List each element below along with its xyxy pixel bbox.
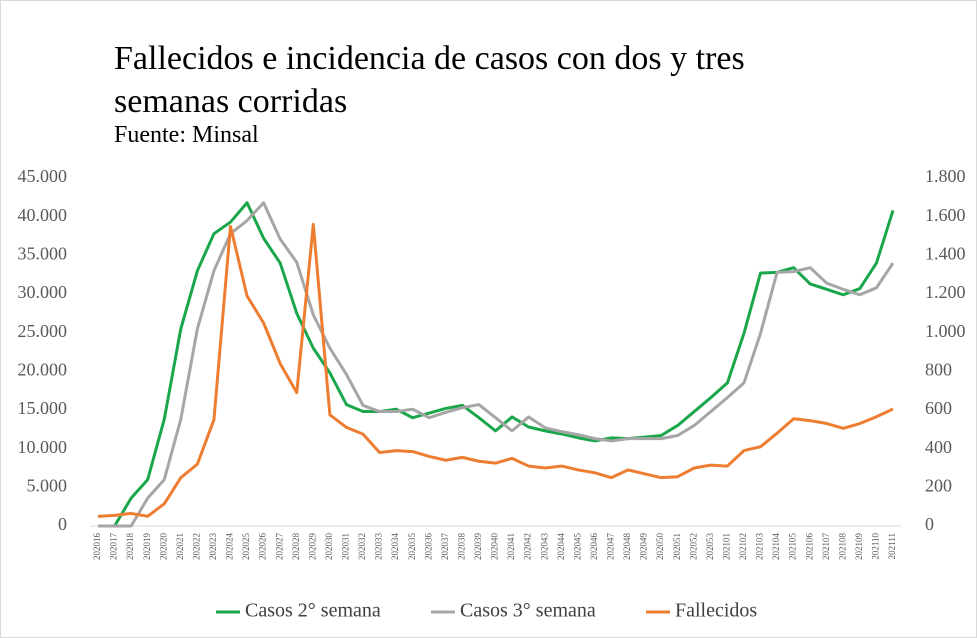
y-tick-label: 30.000	[18, 282, 68, 302]
x-tick-label: 202036	[423, 533, 433, 561]
x-tick-label: 202053	[705, 533, 715, 561]
x-tick-label: 202049	[639, 533, 649, 561]
series-line	[97, 222, 894, 518]
x-tick-label: 202023	[208, 533, 218, 561]
x-tick-label: 202019	[142, 533, 152, 561]
x-tick-label: 202101	[721, 533, 731, 560]
x-tick-label: 202028	[291, 533, 301, 561]
x-tick-label: 202109	[854, 533, 864, 561]
x-tick-label: 202022	[191, 533, 201, 560]
y-tick-label: 20.000	[18, 359, 68, 379]
y2-tick-label: 200	[925, 475, 952, 495]
x-tick-label: 202106	[804, 533, 814, 561]
y2-tick-label: 1.400	[925, 243, 966, 263]
y2-tick-label: 800	[925, 359, 952, 379]
x-tick-label: 202052	[688, 533, 698, 560]
x-tick-label: 202035	[407, 533, 417, 561]
y-tick-label: 35.000	[18, 243, 68, 263]
y2-tick-label: 1.200	[925, 282, 966, 302]
x-tick-label: 202017	[109, 533, 119, 561]
x-tick-label: 202018	[125, 533, 135, 561]
y2-tick-label: 1.800	[925, 166, 966, 186]
y-tick-label: 15.000	[18, 398, 68, 418]
x-tick-label: 202043	[539, 533, 549, 561]
x-tick-label: 202032	[357, 533, 367, 560]
x-tick-label: 202104	[771, 533, 781, 561]
x-tick-label: 202110	[871, 533, 881, 560]
x-tick-label: 202038	[456, 533, 466, 561]
x-tick-label: 202044	[556, 533, 566, 561]
x-tick-label: 202108	[837, 533, 847, 561]
y-tick-label: 5.000	[27, 475, 68, 495]
x-tick-label: 202030	[324, 533, 334, 561]
y-tick-label: 10.000	[18, 437, 68, 457]
x-tick-label: 202048	[622, 533, 632, 561]
y-tick-label: 0	[58, 514, 67, 534]
series-line	[113, 201, 895, 527]
x-tick-label: 202047	[606, 533, 616, 561]
x-tick-label: 202039	[473, 533, 483, 561]
legend-label: Casos 3° semana	[460, 600, 596, 622]
x-tick-label: 202029	[307, 533, 317, 561]
y-tick-label: 45.000	[18, 166, 68, 186]
x-tick-label: 202034	[390, 533, 400, 561]
x-tick-label: 202042	[523, 533, 533, 560]
x-tick-label: 202050	[655, 533, 665, 561]
x-tick-label: 202051	[672, 533, 682, 560]
x-tick-label: 202111	[887, 533, 897, 559]
x-tick-label: 202046	[589, 533, 599, 561]
x-tick-label: 202105	[788, 533, 798, 561]
x-tick-label: 202037	[440, 533, 450, 561]
x-tick-label: 202102	[738, 533, 748, 560]
x-tick-label: 202040	[490, 533, 500, 561]
x-tick-label: 202026	[258, 533, 268, 561]
x-tick-label: 202045	[572, 533, 582, 561]
x-tick-label: 202024	[225, 533, 235, 561]
x-tick-label: 202031	[341, 533, 351, 560]
x-tick-label: 202020	[158, 533, 168, 561]
y2-tick-label: 1.000	[925, 321, 966, 341]
chart-title: Fallecidos e incidencia de casos con dos…	[114, 40, 745, 120]
y2-tick-label: 400	[925, 437, 952, 457]
y2-tick-label: 0	[925, 514, 934, 534]
legend-label: Casos 2° semana	[245, 600, 381, 622]
y-tick-label: 25.000	[18, 321, 68, 341]
x-tick-label: 202033	[374, 533, 384, 561]
x-tick-label: 202027	[274, 533, 284, 561]
legend-label: Fallecidos	[675, 600, 757, 622]
x-tick-label: 202021	[175, 533, 185, 560]
y-tick-label: 40.000	[18, 205, 68, 225]
x-tick-label: 202107	[821, 533, 831, 561]
y2-tick-label: 1.600	[925, 205, 966, 225]
x-tick-label: 202016	[92, 533, 102, 561]
x-tick-label: 202041	[506, 533, 516, 560]
chart-subtitle: Fuente: Minsal	[114, 122, 259, 148]
x-tick-label: 202103	[755, 533, 765, 561]
x-tick-label: 202025	[241, 533, 251, 561]
y2-tick-label: 600	[925, 398, 952, 418]
